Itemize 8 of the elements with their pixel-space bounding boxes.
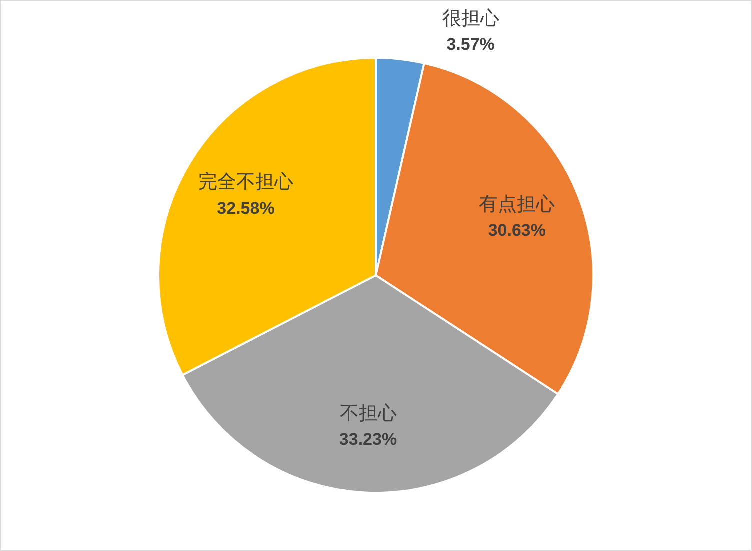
- data-label: 32.58%: [217, 198, 275, 218]
- slice-label: 很担心: [442, 7, 500, 30]
- data-label: 30.63%: [488, 221, 546, 240]
- data-label: 3.57%: [446, 35, 495, 54]
- data-label: 33.23%: [339, 430, 398, 450]
- slice-label: 有点担心: [479, 193, 556, 216]
- slice-label: 完全不担心: [198, 171, 294, 194]
- slice-label: 不担心: [340, 402, 397, 424]
